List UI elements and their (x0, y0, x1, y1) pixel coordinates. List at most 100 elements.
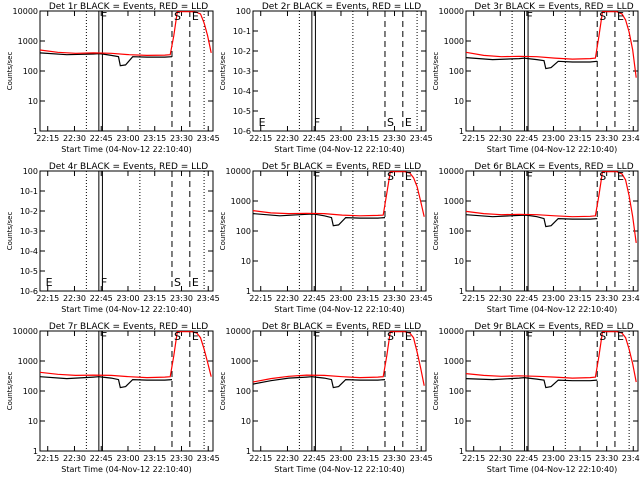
panel-title: Det 5r BLACK = Events, RED = LLD (262, 162, 421, 172)
time-marker-letter: F (314, 330, 320, 343)
x-tick-label: 22:15 (36, 134, 59, 143)
x-tick-label: 23:15 (143, 294, 166, 303)
x-tick-label: 22:15 (36, 454, 59, 463)
y-tick-label: 10 (28, 97, 38, 106)
time-marker-letter: S (599, 170, 606, 183)
panel-title: Det 1r BLACK = Events, RED = LLD (49, 2, 208, 12)
x-tick-label: 23:15 (569, 134, 592, 143)
x-tick-label: 22:30 (276, 454, 299, 463)
x-tick-label: 23:00 (116, 454, 139, 463)
y-tick-label: 10-2 (20, 207, 38, 216)
y-tick-label: 100 (236, 7, 251, 16)
y-tick-label: 10 (241, 417, 251, 426)
x-tick-label: 23:00 (329, 134, 352, 143)
panel-det-2: Det 2r BLACK = Events, RED = LLD 22:15 22:… (219, 2, 433, 154)
x-tick-label: 23:30 (170, 454, 193, 463)
time-marker-letter: S (174, 276, 181, 289)
time-marker-letter: F (527, 330, 533, 343)
x-tick-label: 23:45 (622, 134, 640, 143)
plot-frame (39, 330, 214, 452)
y-tick-label: 10000 (226, 167, 251, 176)
y-tick-label: 10000 (13, 7, 38, 16)
x-tick-label: 23:00 (542, 134, 565, 143)
x-axis-label: Start Time (04-Nov-12 22:10:40) (274, 465, 404, 474)
time-marker-letter: E (617, 330, 624, 343)
x-tick-label: 23:00 (116, 134, 139, 143)
panel-title: Det 7r BLACK = Events, RED = LLD (49, 322, 208, 332)
x-tick-label: 22:45 (90, 294, 113, 303)
x-axis-label: Start Time (04-Nov-12 22:10:40) (274, 305, 404, 314)
x-tick-label: 22:30 (489, 294, 512, 303)
time-marker-letter: S (599, 10, 606, 23)
y-tick-label: 1000 (18, 37, 38, 46)
x-axis-label: Start Time (04-Nov-12 22:10:40) (487, 145, 617, 154)
x-tick-label: 22:15 (462, 134, 485, 143)
x-tick-label: 23:45 (197, 294, 220, 303)
x-tick-label: 22:45 (303, 134, 326, 143)
x-tick-label: 23:00 (116, 294, 139, 303)
y-tick-label: 10-6 (233, 127, 251, 136)
time-marker-letter: E (617, 10, 624, 23)
x-tick-label: 23:00 (329, 294, 352, 303)
series-line-events (39, 52, 173, 67)
series-line-events (252, 376, 386, 389)
y-tick-label: 1 (459, 287, 464, 296)
x-tick-label: 22:45 (303, 294, 326, 303)
x-tick-label: 22:30 (489, 454, 512, 463)
time-marker-letter: F (101, 10, 107, 23)
y-axis-label: Counts/sec (432, 372, 440, 411)
x-tick-label: 23:45 (410, 454, 433, 463)
x-tick-label: 23:45 (197, 454, 220, 463)
y-tick-label: 10000 (226, 327, 251, 336)
time-marker-letter: F (527, 170, 533, 183)
y-tick-label: 10-4 (20, 247, 38, 256)
x-tick-label: 23:00 (542, 454, 565, 463)
x-tick-label: 22:15 (249, 454, 272, 463)
x-tick-label: 23:45 (410, 134, 433, 143)
x-tick-label: 22:45 (303, 454, 326, 463)
x-tick-label: 22:45 (515, 134, 538, 143)
x-axis-label: Start Time (04-Nov-12 22:10:40) (61, 145, 191, 154)
x-tick-label: 22:45 (515, 294, 538, 303)
y-tick-label: 10-1 (20, 187, 38, 196)
panel-det-5: Det 5r BLACK = Events, RED = LLD 22:15 22:… (219, 162, 433, 314)
x-tick-label: 23:30 (383, 294, 406, 303)
time-marker-letter: F (101, 330, 107, 343)
x-tick-label: 23:15 (356, 294, 379, 303)
series-line-lld (465, 11, 637, 78)
series-line-events (252, 213, 386, 227)
plot-frame (465, 10, 639, 132)
time-marker-letter: S (387, 330, 394, 343)
series-line-lld (252, 171, 425, 217)
plot-frame (252, 10, 427, 132)
x-axis-label: Start Time (04-Nov-12 22:10:40) (487, 305, 617, 314)
x-tick-label: 23:45 (197, 134, 220, 143)
y-axis-label: Counts/sec (6, 52, 14, 91)
y-tick-label: 10-5 (233, 107, 251, 116)
x-tick-label: 23:30 (595, 294, 618, 303)
y-tick-label: 100 (236, 387, 251, 396)
x-tick-label: 22:30 (63, 454, 86, 463)
y-tick-label: 1 (33, 447, 38, 456)
time-marker-letter: S (387, 116, 394, 129)
y-tick-label: 1000 (18, 357, 38, 366)
y-tick-label: 10-3 (233, 67, 251, 76)
x-axis-label: Start Time (04-Nov-12 22:10:40) (274, 145, 404, 154)
y-tick-label: 10-5 (20, 267, 38, 276)
y-tick-label: 1000 (444, 357, 464, 366)
series-line-events (465, 57, 598, 70)
x-tick-label: 23:15 (143, 454, 166, 463)
x-tick-label: 23:30 (170, 294, 193, 303)
y-tick-label: 10 (454, 257, 464, 266)
time-marker-letter: F (101, 276, 107, 289)
y-tick-label: 1 (459, 447, 464, 456)
y-tick-label: 10-2 (233, 47, 251, 56)
y-tick-label: 1 (459, 127, 464, 136)
x-tick-label: 23:15 (356, 134, 379, 143)
time-marker-letter: E (405, 170, 412, 183)
panel-det-6: Det 6r BLACK = Events, RED = LLD 22:15 22:… (432, 162, 640, 314)
plot-frame (465, 170, 639, 292)
y-axis-label: Counts/sec (6, 372, 14, 411)
series-line-events (39, 376, 173, 389)
y-tick-label: 10 (454, 417, 464, 426)
